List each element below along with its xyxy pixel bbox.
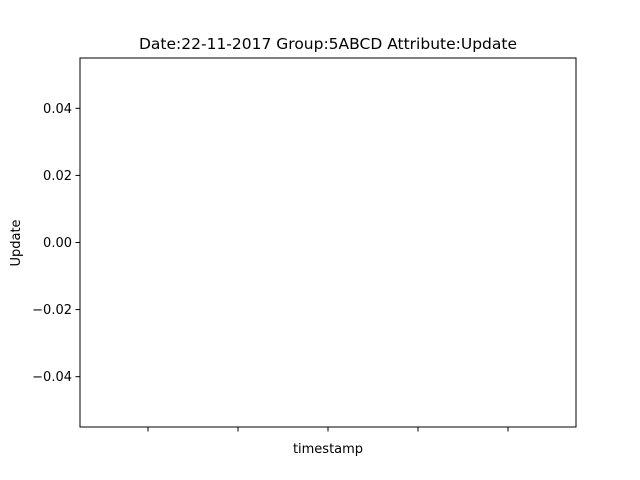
y-tick-label: −0.02 <box>32 303 72 318</box>
x-axis-label: timestamp <box>293 442 363 457</box>
y-tick-label: 0.02 <box>43 169 72 184</box>
plot-area: 0.04 0.02 0.00 −0.02 −0.04 <box>32 57 577 432</box>
y-axis-label: Update <box>9 219 24 266</box>
chart-title: Date:22-11-2017 Group:5ABCD Attribute:Up… <box>139 35 517 53</box>
y-tick-label: 0.00 <box>43 236 72 251</box>
y-tick-label: 0.04 <box>43 102 72 117</box>
y-tick-label: −0.04 <box>32 370 72 385</box>
